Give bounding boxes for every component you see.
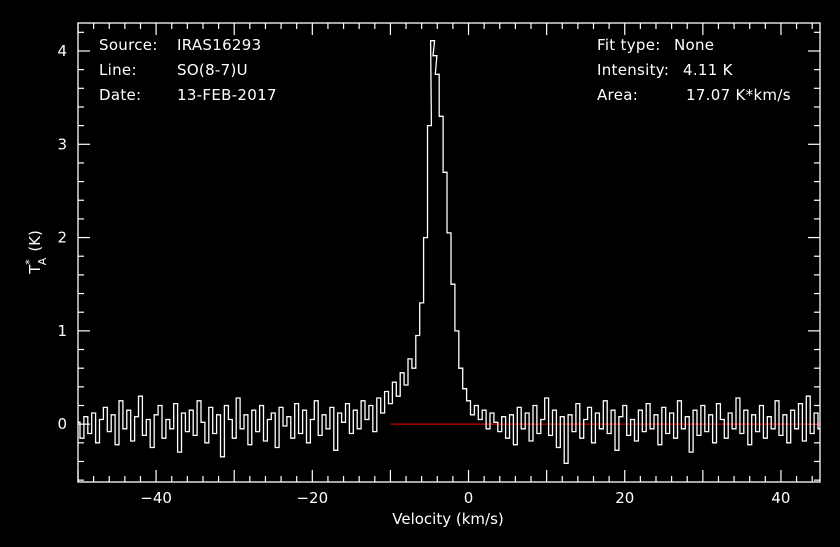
- date-value: 13-FEB-2017: [177, 86, 277, 104]
- x-tick-label: 0: [464, 489, 474, 507]
- y-tick-label: 2: [57, 229, 67, 247]
- area-label: Area:: [597, 86, 639, 104]
- area-value: 17.07 K*km/s: [686, 86, 791, 104]
- x-axis-label: Velocity (km/s): [392, 510, 503, 528]
- y-axis-label-sub: A: [36, 257, 49, 265]
- x-tick-label: 40: [771, 489, 790, 507]
- intensity-label: Intensity:: [597, 61, 670, 79]
- source-label: Source:: [99, 36, 158, 54]
- tick-labels: −40 −20 0 20 40 0 1 2 3 4: [57, 42, 790, 507]
- plot-frame: [77, 22, 821, 483]
- x-tick-label: −40: [140, 489, 172, 507]
- y-axis-label-main: T: [26, 264, 44, 275]
- y-tick-label: 3: [57, 135, 67, 153]
- y-axis-label-unit: (K): [26, 230, 44, 252]
- y-axis-label: T*A (K): [23, 230, 49, 275]
- y-tick-label: 4: [57, 42, 67, 60]
- y-tick-label: 0: [57, 415, 67, 433]
- fit-type-value: None: [674, 36, 715, 54]
- line-value: SO(8-7)U: [177, 61, 248, 79]
- x-tick-label: 20: [615, 489, 634, 507]
- y-axis-label-sup: *: [23, 259, 36, 265]
- line-label: Line:: [99, 61, 137, 79]
- x-tick-label: −20: [296, 489, 328, 507]
- source-value: IRAS16293: [177, 36, 262, 54]
- intensity-value: 4.11 K: [683, 61, 733, 79]
- svg-text:T*A(K): T*A (K): [23, 230, 49, 275]
- fit-type-label: Fit type:: [597, 36, 661, 54]
- spectrum-line: [78, 40, 820, 464]
- date-label: Date:: [99, 86, 142, 104]
- y-tick-label: 1: [57, 322, 67, 340]
